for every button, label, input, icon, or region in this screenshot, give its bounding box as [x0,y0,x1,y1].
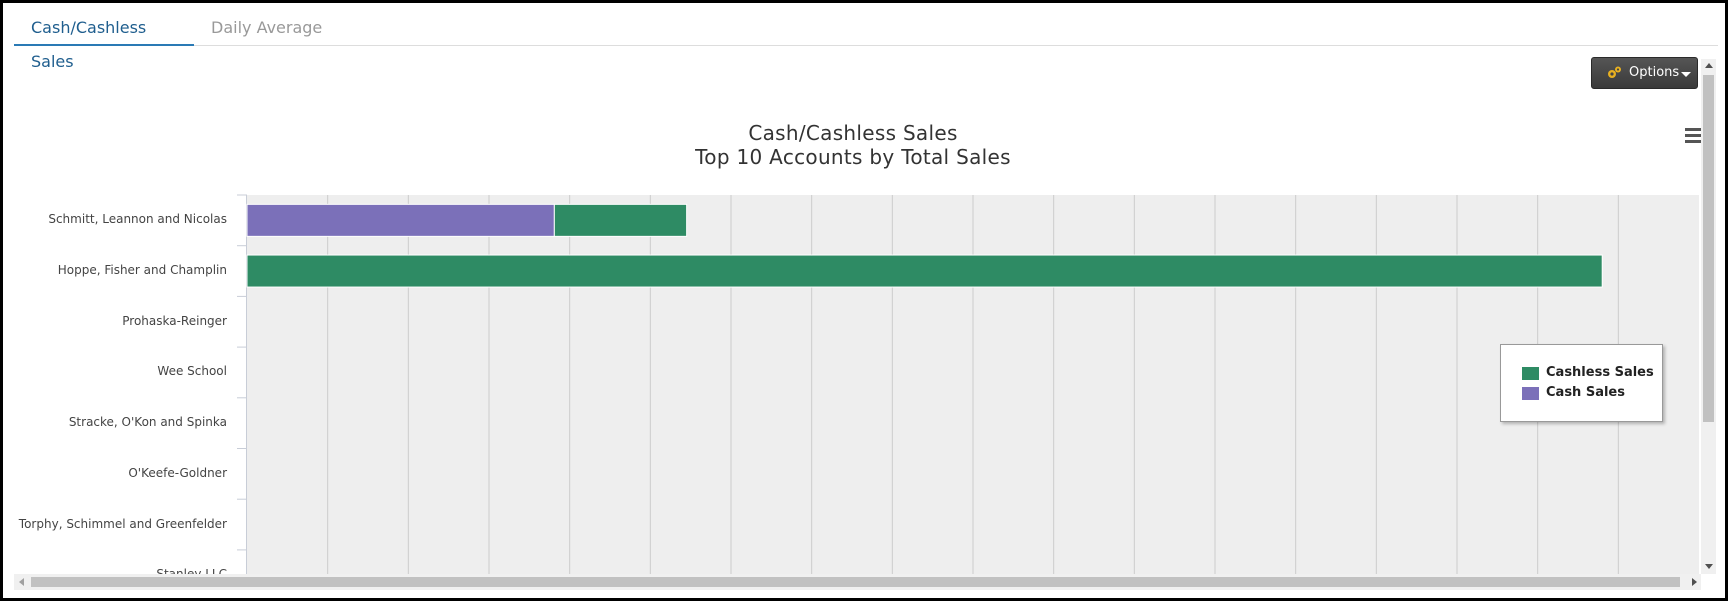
bar-chart [237,194,1619,575]
tab-daily-average[interactable]: Daily Average [211,18,323,37]
category-label: O'Keefe-Goldner [128,465,227,480]
bar-highlight [248,205,554,236]
category-label: Prohaska-Reinger [122,313,227,328]
bar-highlight [248,256,1602,287]
horizontal-scroll-thumb[interactable] [31,577,1680,587]
options-label: Options [1629,65,1680,80]
bar-highlight [555,205,686,236]
category-label: Stracke, O'Kon and Spinka [68,415,227,430]
category-label: Torphy, Schimmel and Greenfelder [18,516,227,531]
chart-title: Cash/Cashless Sales [748,121,958,145]
y-axis-line [246,195,247,575]
category-label: Hoppe, Fisher and Champlin [57,263,227,278]
legend-label-cash: Cash Sales [1546,385,1625,400]
tab-cash-cashless-sales[interactable]: Cash/Cashless Sales [14,11,194,71]
category-label: Wee School [157,364,227,379]
legend-swatch-cashless [1522,367,1539,380]
hamburger-menu-icon[interactable] [1685,128,1702,144]
scroll-left-icon[interactable] [19,578,24,586]
scroll-right-icon[interactable] [1692,578,1697,586]
chart-subtitle: Top 10 Accounts by Total Sales [695,145,1011,169]
horizontal-scrollbar[interactable] [14,574,1701,590]
gears-icon [1608,66,1621,78]
caret-down-icon [1681,72,1691,77]
tab-bar: Cash/Cashless Sales Daily Average [14,11,1718,71]
vertical-scrollbar[interactable] [1701,59,1716,574]
vertical-scroll-thumb[interactable] [1703,75,1714,422]
app-frame: Cash/Cashless Sales Daily Average Option… [3,3,1725,598]
options-button[interactable]: Options [1591,57,1698,89]
chart-legend: Cashless Sales Cash Sales [1500,344,1663,422]
scroll-down-icon[interactable] [1705,564,1713,569]
legend-swatch-cash [1522,387,1539,400]
category-label: Schmitt, Leannon and Nicolas [48,212,227,227]
scroll-up-icon[interactable] [1705,63,1713,68]
legend-label-cashless: Cashless Sales [1546,365,1654,380]
